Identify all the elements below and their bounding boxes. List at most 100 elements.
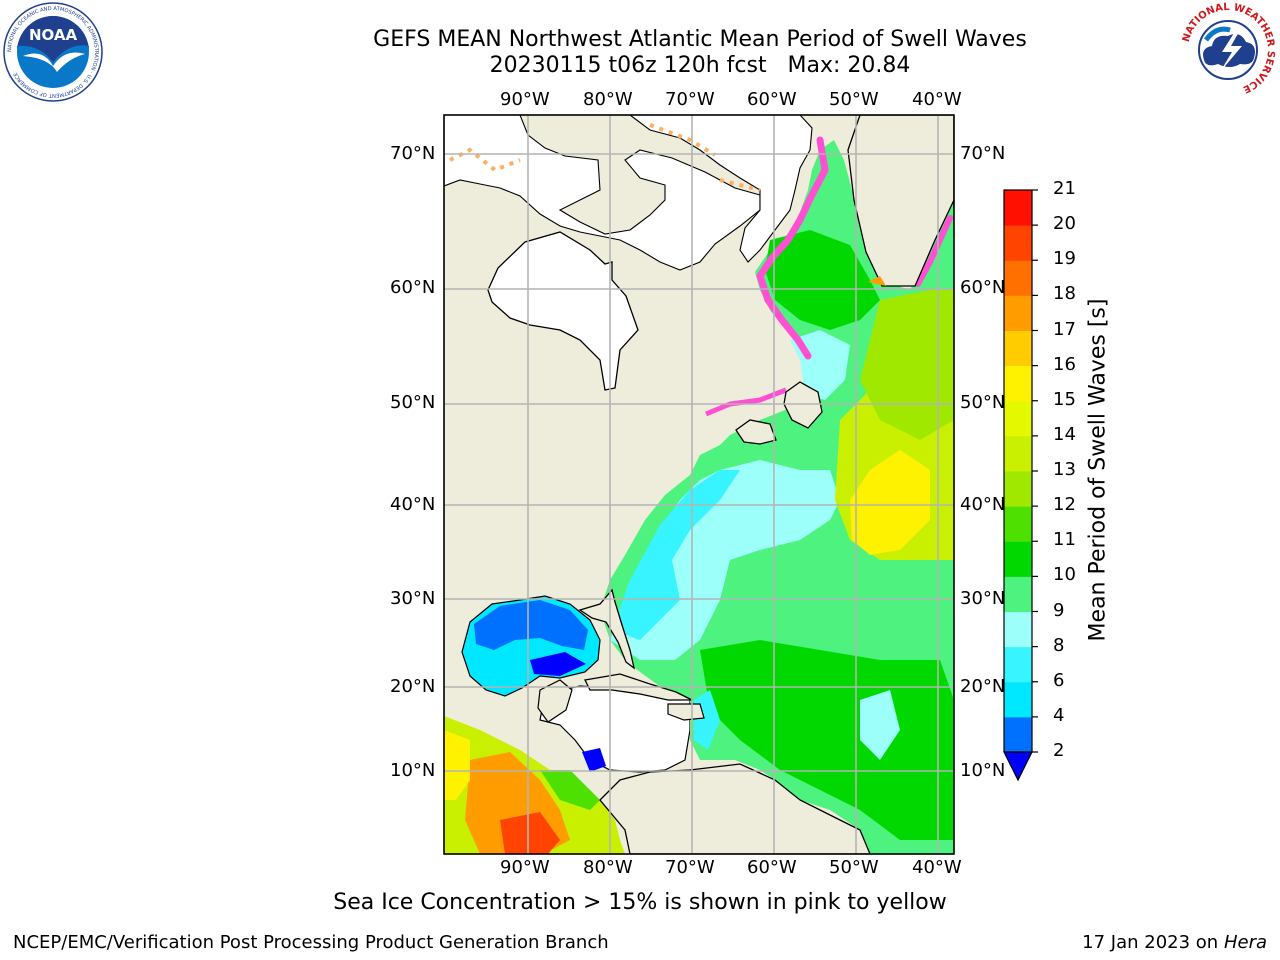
noaa-logo: NATIONAL OCEANIC AND ATMOSPHERIC ADMINIS… — [3, 2, 103, 102]
lon-label-top-40w: 40°W — [912, 89, 962, 110]
graticule — [444, 115, 954, 854]
colorbar-label: Mean Period of Swell Waves [s] — [1085, 298, 1111, 642]
colorbar — [1003, 189, 1038, 782]
lat-label-left-40n: 40°N — [390, 494, 436, 515]
colorbar-segment — [1004, 330, 1032, 367]
hispaniola — [667, 703, 705, 721]
hudson-bay — [487, 231, 639, 391]
colorbar-segment — [1004, 295, 1032, 331]
baffin-bay — [629, 115, 813, 263]
sea-ice-note: Sea Ice Concentration > 15% is shown in … — [333, 890, 947, 915]
lat-label-left-30n: 30°N — [390, 588, 436, 609]
lon-label-top-60w: 60°W — [747, 89, 797, 110]
map-frame — [443, 114, 955, 855]
lat-label-left-10n: 10°N — [390, 760, 436, 781]
lat-label-right-40n: 40°N — [960, 494, 1006, 515]
colorbar-tick-label: 14 — [1053, 423, 1076, 445]
colorbar-segment — [1004, 716, 1032, 753]
south-green — [700, 640, 954, 840]
caribbean-edge — [582, 748, 606, 772]
newfoundland — [783, 381, 823, 429]
shelf-cyan — [612, 470, 740, 640]
south-cyan — [860, 690, 900, 760]
colorbar-tick-label: 16 — [1053, 353, 1076, 375]
east-brighter — [850, 450, 930, 555]
lon-label-bottom-40w: 40°W — [912, 857, 962, 878]
footer-credit: NCEP/EMC/Verification Post Processing Pr… — [13, 932, 609, 953]
colorbar-under-triangle — [1003, 751, 1033, 782]
south-america-coast — [599, 763, 871, 854]
colorbar-tick-label: 8 — [1053, 634, 1065, 656]
lat-label-left-60n: 60°N — [390, 277, 436, 298]
lon-label-bottom-80w: 80°W — [583, 857, 633, 878]
lat-label-left-70n: 70°N — [390, 143, 436, 164]
gulf-blue-patch — [530, 652, 586, 676]
colorbar-segment — [1004, 681, 1032, 718]
colorbar-tick-label: 4 — [1053, 704, 1065, 726]
map-subtitle: 20230115 t06z 120h fcst Max: 20.84 — [489, 53, 911, 78]
sea-ice-greenland — [915, 215, 953, 287]
colorbar-segment — [1004, 506, 1032, 542]
colorbar-tick-label: 12 — [1053, 494, 1076, 516]
pacific-red — [500, 812, 560, 854]
colorbar-segment — [1004, 225, 1032, 261]
colorbar-tick-label: 13 — [1053, 459, 1076, 480]
sea-ice-arctic — [449, 123, 761, 192]
lat-label-right-50n: 50°N — [960, 392, 1006, 413]
colorbar-tick-label: 10 — [1053, 564, 1076, 586]
map-title: GEFS MEAN Northwest Atlantic Mean Period… — [373, 27, 1027, 52]
footer-date-text: 17 Jan 2023 on — [1082, 932, 1219, 953]
colorbar-tick-label: 21 — [1053, 178, 1076, 199]
lat-label-right-30n: 30°N — [960, 588, 1006, 609]
colorbar-segment — [1004, 541, 1032, 577]
footer-date: 17 Jan 2023 on Hera — [1082, 932, 1267, 953]
lat-label-right-20n: 20°N — [960, 676, 1006, 697]
colorbar-tick-label: 11 — [1053, 529, 1076, 551]
colorbar-segment — [1004, 190, 1032, 226]
lon-label-top-80w: 80°W — [583, 89, 633, 110]
colorbar-tick-label: 18 — [1053, 283, 1076, 305]
lat-label-right-60n: 60°N — [960, 277, 1006, 298]
lat-label-right-10n: 10°N — [960, 760, 1006, 781]
colorbar-segment — [1004, 576, 1032, 612]
lon-label-bottom-50w: 50°W — [829, 857, 879, 878]
pacific-green — [540, 770, 600, 810]
north-green — [765, 230, 880, 330]
nws-logo: NATIONAL WEATHER SERVICE — [1179, 1, 1277, 99]
noaa-logo-text: NOAA — [29, 26, 78, 44]
gulf-deep-blue — [474, 600, 588, 650]
pacific-yellow — [444, 730, 470, 800]
colorbar-tick-label: 19 — [1053, 248, 1076, 270]
colorbar-segment — [1004, 365, 1032, 402]
colorbar-tick-label: 15 — [1053, 388, 1076, 410]
colorbar-segment — [1004, 260, 1032, 296]
yucatan — [537, 679, 573, 723]
greenland-tip-orange — [868, 276, 886, 286]
lat-label-left-50n: 50°N — [390, 392, 436, 413]
colorbar-tick-label: 6 — [1053, 669, 1065, 691]
northeast-green — [860, 290, 954, 440]
colorbar-tick-label: 20 — [1053, 213, 1076, 235]
lon-label-bottom-60w: 60°W — [747, 857, 797, 878]
footer-host: Hera — [1223, 932, 1267, 953]
colorbar-segment — [1004, 400, 1032, 437]
sea-ice-labrador — [756, 136, 829, 360]
lat-label-left-20n: 20°N — [390, 676, 436, 697]
lon-label-top-50w: 50°W — [829, 89, 879, 110]
sea-ice-gulf-stlawrence — [705, 387, 787, 417]
greenland-south-tip — [847, 115, 954, 287]
lon-label-top-90w: 90°W — [500, 89, 550, 110]
colorbar-tick-label: 2 — [1053, 740, 1065, 761]
lon-label-bottom-90w: 90°W — [500, 857, 550, 878]
nova-scotia — [735, 419, 777, 445]
colorbar-segment — [1004, 471, 1032, 507]
lon-label-bottom-70w: 70°W — [665, 857, 715, 878]
colorbar-tick-label: 9 — [1053, 599, 1065, 621]
lon-label-top-70w: 70°W — [665, 89, 715, 110]
colorbar-segment — [1004, 435, 1032, 472]
colorbar-tick-label: 17 — [1053, 318, 1076, 340]
lat-label-right-70n: 70°N — [960, 143, 1006, 164]
colorbar-segment — [1004, 646, 1032, 683]
colorbar-segment — [1004, 611, 1032, 648]
